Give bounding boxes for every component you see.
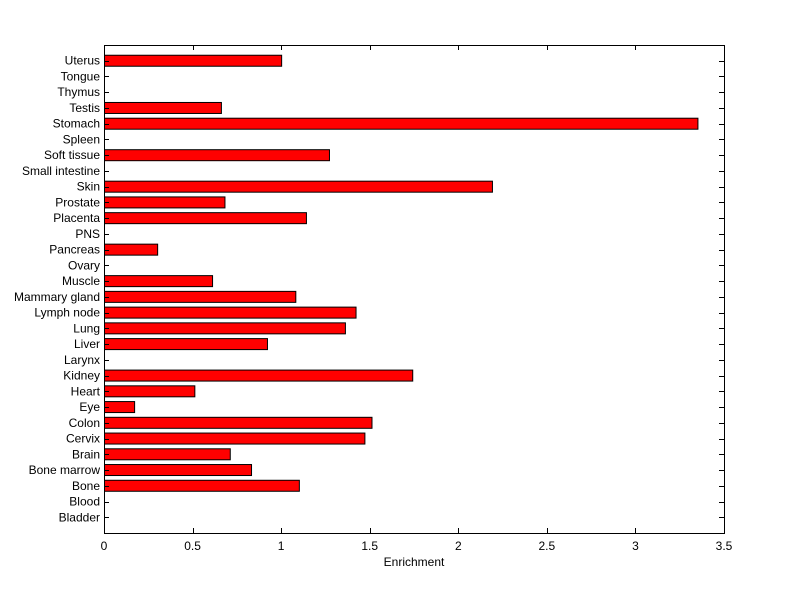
bar-eye: [104, 401, 136, 414]
x-axis-title: Enrichment: [384, 555, 445, 569]
y-tick-label: PNS: [75, 227, 100, 241]
y-tick-label: Mammary gland: [14, 290, 100, 304]
y-tick-label: Brain: [72, 447, 100, 461]
bar-cervix: [104, 432, 366, 445]
bar-kidney: [104, 369, 414, 382]
bar-heart: [104, 385, 196, 398]
y-tick-label: Lymph node: [34, 306, 100, 320]
bar-pancreas: [104, 243, 159, 256]
x-tick-label: 1: [278, 539, 285, 553]
bar-muscle: [104, 275, 214, 288]
bar-testis: [104, 101, 222, 114]
y-tick-label: Heart: [71, 384, 101, 398]
bars-group: [104, 54, 699, 492]
y-tick-label: Spleen: [63, 132, 100, 146]
bar-lung: [104, 322, 346, 335]
x-tick-label: 2.5: [539, 539, 556, 553]
bar-bone: [104, 479, 300, 492]
y-tick-label: Bladder: [59, 510, 100, 524]
y-tick-label: Larynx: [64, 353, 100, 367]
bar-stomach: [104, 117, 699, 130]
y-tick-label: Testis: [69, 101, 100, 115]
x-tick-label: 2: [455, 539, 462, 553]
x-tick-label: 0: [101, 539, 108, 553]
y-tick-label: Small intestine: [22, 164, 100, 178]
bar-bone-marrow: [104, 464, 253, 477]
bar-lymph-node: [104, 306, 357, 319]
y-tick-label: Stomach: [53, 117, 100, 131]
y-tick-label: Thymus: [57, 85, 100, 99]
y-tick-label: Colon: [69, 416, 100, 430]
x-tick-label: 3: [632, 539, 639, 553]
y-tick-label: Kidney: [63, 369, 100, 383]
y-tick-label: Tongue: [61, 69, 101, 83]
x-tick-label: 0.5: [184, 539, 201, 553]
y-tick-label: Soft tissue: [44, 148, 100, 162]
y-tick-label: Bone: [72, 479, 100, 493]
bar-soft-tissue: [104, 149, 330, 162]
bar-mammary-gland: [104, 290, 297, 303]
bar-prostate: [104, 196, 226, 209]
y-tick-label: Blood: [69, 495, 100, 509]
y-tick-label: Pancreas: [49, 243, 100, 257]
y-tick-label: Ovary: [68, 258, 100, 272]
bar-skin: [104, 180, 493, 193]
x-tick-labels: 0 0.5 1 1.5 2 2.5 3 3.5: [101, 539, 733, 553]
bar-colon: [104, 416, 373, 429]
y-tick-label: Uterus: [65, 54, 100, 68]
y-tick-label: Lung: [73, 321, 100, 335]
y-tick-label: Placenta: [53, 211, 100, 225]
y-tick-label: Eye: [79, 400, 100, 414]
plot-frame: [104, 45, 725, 534]
bar-liver: [104, 338, 268, 351]
bar-placenta: [104, 212, 307, 225]
x-tick-label: 1.5: [361, 539, 378, 553]
y-tick-label: Muscle: [62, 274, 100, 288]
bar-uterus: [104, 54, 283, 67]
y-tick-label: Prostate: [55, 195, 100, 209]
bar-brain: [104, 448, 231, 461]
y-tick-label: Bone marrow: [29, 463, 101, 477]
y-tick-label: Skin: [77, 180, 100, 194]
y-tick-label: Liver: [74, 337, 100, 351]
y-tick-label: Cervix: [66, 432, 100, 446]
x-tick-label: 3.5: [716, 539, 733, 553]
